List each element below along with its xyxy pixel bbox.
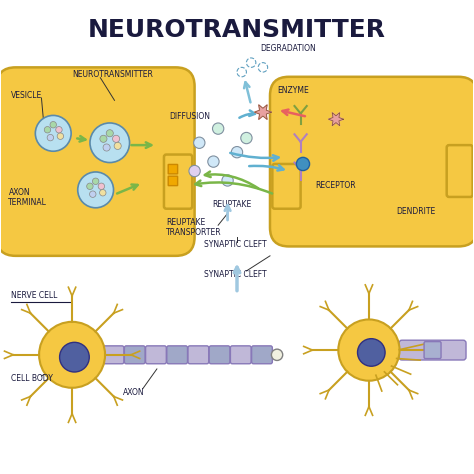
Circle shape: [194, 137, 205, 148]
Text: NERVE CELL: NERVE CELL: [11, 291, 57, 300]
Circle shape: [56, 127, 62, 133]
FancyBboxPatch shape: [103, 346, 124, 364]
Text: SYNAPTIC CLEFT: SYNAPTIC CLEFT: [204, 270, 267, 279]
Polygon shape: [255, 105, 272, 119]
Text: ENZYME: ENZYME: [277, 86, 309, 95]
FancyBboxPatch shape: [167, 346, 188, 364]
Circle shape: [112, 135, 119, 142]
Text: AXON: AXON: [122, 388, 144, 397]
Text: AXON
TERMINAL: AXON TERMINAL: [9, 188, 47, 207]
Circle shape: [57, 133, 64, 139]
Circle shape: [92, 178, 99, 184]
FancyBboxPatch shape: [0, 67, 195, 256]
Circle shape: [241, 132, 252, 144]
Text: REUPTAKE
TRANSPORTER: REUPTAKE TRANSPORTER: [166, 218, 222, 237]
Circle shape: [114, 142, 121, 149]
Circle shape: [44, 127, 51, 133]
Circle shape: [296, 157, 310, 171]
Circle shape: [272, 349, 283, 360]
FancyBboxPatch shape: [424, 342, 441, 358]
Circle shape: [208, 156, 219, 167]
Circle shape: [103, 144, 110, 151]
Text: NEUROTRANSMITTER: NEUROTRANSMITTER: [88, 18, 386, 42]
Circle shape: [36, 116, 71, 151]
Circle shape: [222, 175, 233, 186]
FancyBboxPatch shape: [270, 77, 474, 246]
FancyBboxPatch shape: [188, 346, 209, 364]
FancyBboxPatch shape: [230, 346, 251, 364]
Polygon shape: [328, 113, 344, 126]
Text: RECEPTOR: RECEPTOR: [315, 181, 356, 190]
FancyBboxPatch shape: [399, 340, 466, 360]
FancyBboxPatch shape: [164, 155, 192, 209]
Circle shape: [106, 130, 113, 137]
Circle shape: [50, 121, 56, 128]
Text: SYNAPTIC CLEFT: SYNAPTIC CLEFT: [204, 239, 267, 248]
Circle shape: [100, 135, 107, 142]
Circle shape: [90, 191, 96, 197]
Circle shape: [100, 190, 106, 196]
Text: REUPTAKE: REUPTAKE: [213, 200, 252, 209]
FancyBboxPatch shape: [146, 346, 166, 364]
Text: CELL BODY: CELL BODY: [11, 374, 53, 383]
Text: VESICLE: VESICLE: [11, 91, 42, 100]
Circle shape: [78, 172, 114, 208]
FancyBboxPatch shape: [447, 145, 473, 197]
Circle shape: [47, 135, 54, 141]
FancyBboxPatch shape: [252, 346, 273, 364]
Text: DIFFUSION: DIFFUSION: [169, 112, 210, 121]
FancyBboxPatch shape: [168, 164, 178, 174]
Circle shape: [98, 183, 105, 190]
Circle shape: [231, 146, 243, 158]
Circle shape: [212, 123, 224, 134]
Text: DEGRADATION: DEGRADATION: [261, 44, 316, 53]
Circle shape: [357, 338, 385, 366]
Circle shape: [189, 165, 200, 177]
Text: DENDRITE: DENDRITE: [396, 207, 436, 216]
Text: NEUROTRANSMITTER: NEUROTRANSMITTER: [72, 70, 153, 79]
FancyBboxPatch shape: [168, 176, 178, 186]
FancyBboxPatch shape: [273, 164, 301, 209]
Circle shape: [87, 183, 93, 190]
Circle shape: [90, 123, 129, 163]
Circle shape: [60, 342, 89, 372]
FancyBboxPatch shape: [124, 346, 145, 364]
Circle shape: [39, 322, 105, 388]
FancyBboxPatch shape: [209, 346, 230, 364]
Circle shape: [338, 319, 400, 381]
